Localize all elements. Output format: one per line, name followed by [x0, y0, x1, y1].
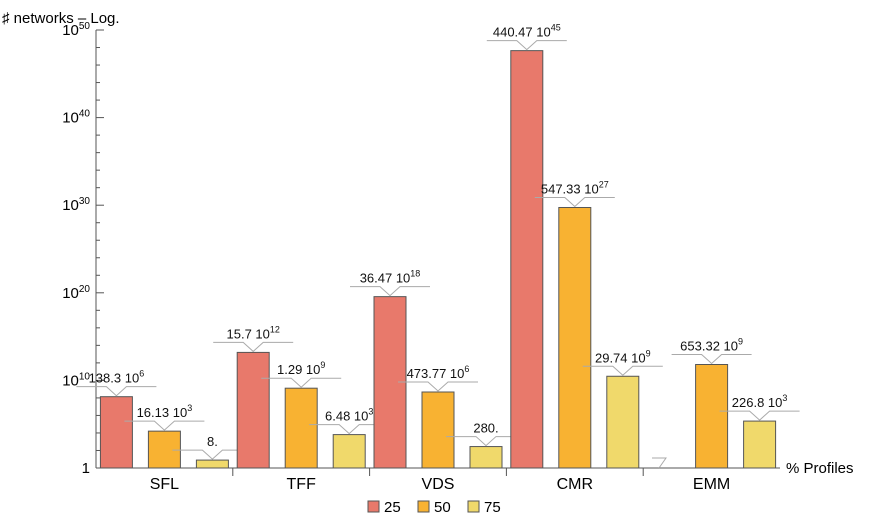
x-axis-label: % Profiles	[786, 460, 854, 477]
data-label: 226.8 103	[732, 393, 788, 410]
data-label: 280.	[473, 421, 498, 436]
data-label-callout	[582, 365, 663, 376]
bar-CMR-75	[606, 375, 640, 469]
legend-swatch-50	[417, 500, 430, 513]
category-label: CMR	[557, 476, 593, 493]
data-label-callout	[261, 377, 342, 388]
bar-EMM-75	[743, 420, 777, 469]
bar-SFL-25	[99, 396, 133, 469]
data-label: 16.13 103	[137, 403, 193, 420]
data-label-callout	[309, 424, 390, 435]
data-label-callout	[486, 40, 567, 51]
bar-SFL-75	[195, 459, 229, 469]
legend-label: 25	[384, 499, 401, 516]
data-label: 653.32 109	[680, 337, 743, 354]
bar-TFF-50	[284, 387, 318, 469]
bar-CMR-50	[558, 206, 592, 469]
data-label-callout	[446, 436, 526, 447]
legend-label: 75	[484, 499, 501, 516]
data-label-callout	[76, 386, 157, 397]
bar-TFF-25	[236, 351, 270, 469]
data-label-callout	[213, 341, 294, 353]
legend-label: 50	[434, 499, 451, 516]
data-label: 29.74 109	[595, 348, 651, 365]
data-label: 6.48 103	[325, 407, 373, 424]
data-label: 36.47 1018	[360, 269, 421, 286]
data-label: 138.3 106	[89, 369, 145, 386]
bar-SFL-50	[147, 430, 181, 469]
y-axis-label: ♯ networks – Log.	[2, 10, 120, 27]
bar-TFF-75	[332, 434, 366, 469]
legend-swatch-75	[467, 500, 480, 513]
category-label: SFL	[150, 476, 179, 493]
data-label: 547.33 1027	[541, 179, 609, 196]
y-tick-label: 1010	[62, 371, 90, 389]
bar-EMM-50	[695, 364, 729, 469]
data-label: 473.77 106	[407, 364, 470, 381]
data-label: 15.7 1012	[227, 324, 280, 341]
bar-VDS-50	[421, 391, 455, 469]
data-label: 8.	[207, 434, 218, 449]
bar-CMR-25	[510, 50, 544, 469]
data-label-callout	[172, 449, 253, 460]
data-label: 1.29 109	[277, 360, 325, 377]
category-label: VDS	[422, 476, 455, 493]
bar-VDS-75	[469, 446, 503, 469]
category-label: TFF	[287, 476, 317, 493]
y-tick-label: 1020	[62, 284, 90, 302]
data-label-callout	[398, 381, 478, 392]
data-label-callout	[124, 420, 205, 431]
legend-swatch-25	[367, 500, 380, 513]
data-label-callout	[671, 354, 752, 365]
category-label: EMM	[693, 476, 730, 493]
y-tick-label: 1050	[62, 21, 90, 39]
data-label: 440.47 1045	[493, 23, 561, 40]
data-label-callout	[534, 196, 615, 208]
zero-value-marker	[652, 457, 667, 469]
y-tick-label: 1	[82, 460, 90, 477]
data-label-callout	[719, 410, 800, 421]
y-tick-label: 1030	[62, 196, 90, 214]
data-label-callout	[350, 286, 430, 297]
y-tick-label: 1040	[62, 109, 90, 127]
